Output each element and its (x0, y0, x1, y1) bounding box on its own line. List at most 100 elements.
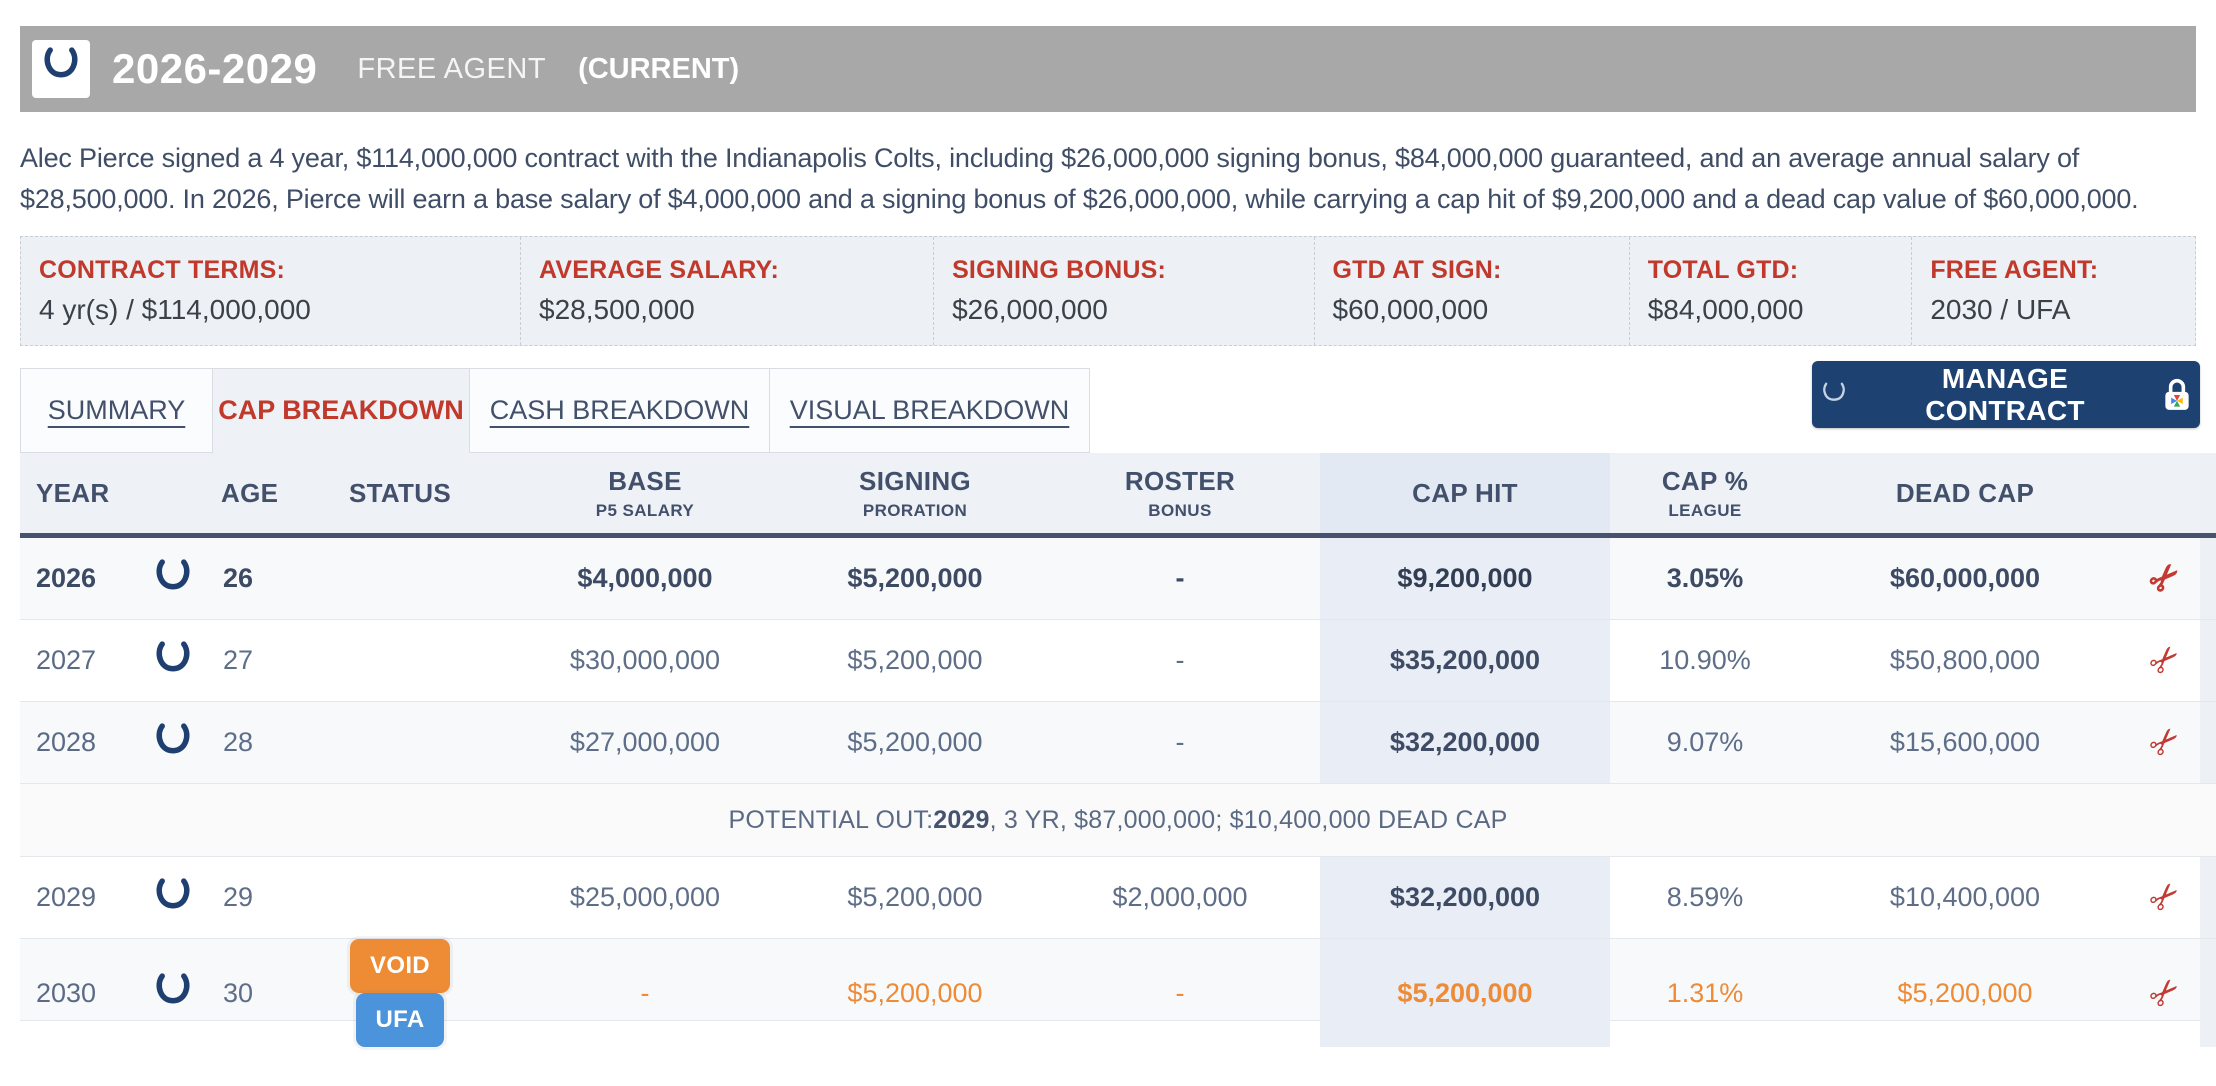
column-header-signing: SIGNING PRORATION (790, 466, 1040, 521)
term-value: 2030 / UFA (1930, 294, 2071, 325)
column-header-caphit: CAP HIT (1320, 453, 1610, 533)
column-header-roster: ROSTER BONUS (1040, 466, 1320, 521)
status-badge-void: VOID (350, 939, 450, 993)
cell-base-salary: $30,000,000 (569, 645, 721, 675)
cell-edge-spacer (2200, 620, 2216, 701)
cell-dead-cap: $50,800,000 (1889, 645, 2041, 675)
cell-age: 29 (223, 882, 254, 912)
potential-out-note: POTENTIAL OUT: 2029, 3 YR, $87,000,000; … (20, 784, 2216, 856)
term-cell-gtd-at-sign: GTD AT SIGN: $60,000,000 (1315, 237, 1630, 345)
note-year: 2029 (933, 805, 990, 834)
term-value: $28,500,000 (539, 294, 695, 325)
cell-signing-proration: $5,200,000 (847, 882, 983, 912)
cell-age: 27 (223, 645, 254, 675)
cell-dead-cap: $60,000,000 (1889, 563, 2041, 593)
column-header-base: BASE P5 SALARY (500, 466, 790, 521)
cell-cap-percent: 3.05% (1666, 563, 1744, 593)
cell-signing-proration: $5,200,000 (847, 727, 983, 757)
cell-cap-hit: $9,200,000 (1320, 538, 1610, 619)
term-cell-free-agent: FREE AGENT: 2030 / UFA (1912, 237, 2195, 345)
breakdown-tabs: SUMMARY CAP BREAKDOWN CASH BREAKDOWN VISUAL… (20, 368, 2216, 453)
cut-contract-icon[interactable]: ✂ (2139, 871, 2190, 922)
column-header-empty-edge (2200, 453, 2216, 533)
term-label: FREE AGENT: (1930, 256, 2099, 284)
premium-lock-icon (2160, 377, 2194, 413)
colts-horseshoe-icon (151, 973, 195, 1021)
cell-signing-proration: $5,200,000 (847, 977, 983, 1008)
column-sublabel: BONUS (1148, 500, 1212, 520)
table-row-2027: 2027 27 $30,000,000 $5,200,000 - $35,200,000 1… (20, 620, 2216, 702)
cut-contract-icon[interactable]: ✂ (2139, 552, 2190, 603)
cell-dead-cap: $15,600,000 (1889, 727, 2041, 757)
cell-team-logo (130, 876, 215, 920)
cell-cap-hit: $5,200,000 (1320, 939, 1610, 1047)
column-label: CAP % (1661, 465, 1749, 496)
tab-cap-breakdown[interactable]: CAP BREAKDOWN (213, 368, 470, 453)
cut-contract-icon[interactable]: ✂ (2139, 716, 2190, 767)
column-label: YEAR (36, 477, 110, 508)
term-value: $60,000,000 (1332, 294, 1489, 325)
cell-year: 2027 (36, 645, 97, 675)
note-suffix: , 3 YR, $87,000,000; $10,400,000 DEAD CA… (989, 805, 1508, 834)
term-label: TOTAL GTD: (1647, 256, 1799, 284)
cell-cut: ✂ (2130, 716, 2200, 766)
contract-page: 2026-2029 FREE AGENT (CURRENT) Alec Pier… (20, 26, 2216, 1047)
column-sublabel: LEAGUE (1668, 500, 1742, 520)
tabs-row: SUMMARY CAP BREAKDOWN CASH BREAKDOWN VISUAL… (20, 361, 2216, 453)
term-cell-average-salary: AVERAGE SALARY: $28,500,000 (521, 237, 935, 345)
cell-base-salary: $4,000,000 (577, 563, 713, 593)
cell-roster-bonus: - (1175, 645, 1185, 675)
cell-team-logo (130, 557, 215, 601)
potential-out-row: POTENTIAL OUT: 2029, 3 YR, $87,000,000; … (20, 784, 2216, 857)
cell-year: 2028 (36, 727, 97, 757)
tab-visual-breakdown[interactable]: VISUAL BREAKDOWN (770, 368, 1090, 453)
cell-age: 28 (223, 727, 254, 757)
cell-status: VOIDUFA (300, 939, 500, 1047)
cell-team-logo (130, 639, 215, 683)
manage-contract-button[interactable]: MANAGE CONTRACT (1812, 361, 2200, 428)
cell-cap-hit: $32,200,000 (1320, 857, 1610, 938)
cell-edge-spacer (2200, 939, 2216, 1047)
table-row-2028: 2028 28 $27,000,000 $5,200,000 - $32,200,000 9… (20, 702, 2216, 784)
term-value: $26,000,000 (952, 294, 1108, 325)
cell-roster-bonus: - (1175, 563, 1185, 593)
column-label: SIGNING (859, 465, 971, 496)
cell-roster-bonus: - (1175, 977, 1185, 1008)
cell-cap-hit: $32,200,000 (1320, 702, 1610, 783)
team-logo-box (32, 40, 90, 98)
tab-cash-breakdown[interactable]: CASH BREAKDOWN (470, 368, 770, 453)
cell-team-logo (130, 971, 215, 1015)
cell-cut: ✂ (2130, 967, 2200, 1017)
colts-horseshoe-icon (39, 45, 83, 94)
term-value: $84,000,000 (1647, 294, 1804, 325)
table-body: 2026 26 $4,000,000 $5,200,000 - $9,200,000 3.0… (20, 538, 2216, 1047)
column-header-deadcap: DEAD CAP (1800, 478, 2130, 509)
cell-base-salary: $25,000,000 (569, 882, 721, 912)
cell-cap-percent: 8.59% (1666, 882, 1744, 912)
column-label: AGE (221, 477, 279, 508)
cell-cap-hit: $35,200,000 (1320, 620, 1610, 701)
term-label: CONTRACT TERMS: (39, 256, 286, 284)
cell-cut: ✂ (2130, 871, 2200, 921)
cell-dead-cap: $10,400,000 (1889, 882, 2041, 912)
cut-contract-icon[interactable]: ✂ (2139, 966, 2190, 1018)
table-header-row: YEAR AGE STATUS BASE P5 SALARY SIGNING PRORATI… (20, 453, 2216, 538)
column-label: DEAD CAP (1895, 477, 2035, 508)
colts-horseshoe-icon (151, 877, 195, 926)
manage-contract-label: MANAGE CONTRACT (1925, 362, 2085, 426)
current-badge: (CURRENT) (578, 52, 740, 85)
table-row-2029: 2029 29 $25,000,000 $5,200,000 $2,000,000 $32… (20, 857, 2216, 939)
cell-cap-percent: 1.31% (1666, 977, 1744, 1008)
cell-dead-cap: $5,200,000 (1897, 977, 2033, 1008)
cell-cap-percent: 10.90% (1659, 645, 1751, 675)
cell-edge-spacer (2200, 538, 2216, 619)
cell-roster-bonus: - (1175, 727, 1185, 757)
term-cell-total-gtd: TOTAL GTD: $84,000,000 (1630, 237, 1913, 345)
cell-age: 26 (223, 563, 254, 593)
cell-cut: ✂ (2130, 552, 2200, 602)
tab-summary[interactable]: SUMMARY (20, 368, 213, 453)
column-sublabel: P5 SALARY (595, 500, 695, 520)
cell-signing-proration: $5,200,000 (847, 563, 983, 593)
cut-contract-icon[interactable]: ✂ (2139, 634, 2190, 685)
cell-year: 2026 (36, 563, 97, 593)
